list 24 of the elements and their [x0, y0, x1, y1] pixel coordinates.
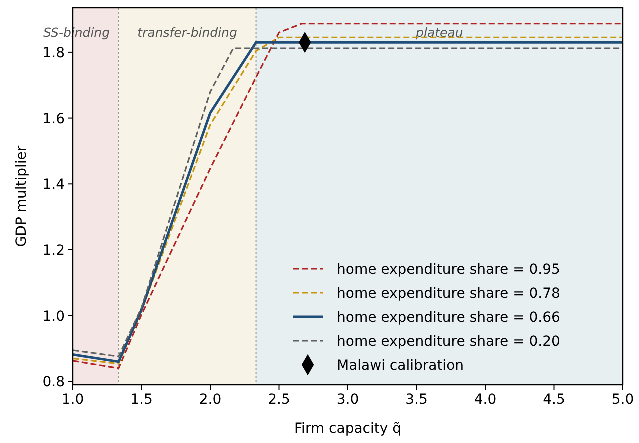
x-tick-label: 3.0 — [336, 392, 360, 408]
legend-label: Malawi calibration — [337, 358, 464, 374]
x-tick-label: 2.5 — [268, 392, 290, 408]
legend-label: home expenditure share = 0.66 — [337, 310, 561, 326]
x-axis-title: Firm capacity q̃ — [294, 421, 402, 437]
legend-label: home expenditure share = 0.20 — [337, 334, 560, 350]
y-tick-label: 1.2 — [42, 243, 65, 260]
y-tick-label: 1.6 — [42, 111, 66, 128]
y-tick-label: 1.8 — [42, 45, 65, 62]
y-tick-label: 0.8 — [42, 374, 65, 391]
y-tick-label: 1.4 — [42, 177, 66, 194]
x-tick-label: 4.5 — [543, 392, 566, 408]
band-label: transfer-binding — [138, 25, 238, 40]
x-tick-label: 3.5 — [406, 392, 428, 408]
band-label: plateau — [415, 25, 464, 40]
x-tick-label: 2.0 — [199, 392, 222, 408]
legend-label: home expenditure share = 0.78 — [337, 286, 560, 302]
x-tick-label: 1.5 — [130, 392, 153, 408]
x-tick-label: 5.0 — [612, 392, 634, 408]
y-axis-title: GDP multiplier — [14, 146, 30, 248]
x-tick-label: 1.0 — [62, 392, 84, 408]
legend-label: home expenditure share = 0.95 — [337, 262, 560, 278]
y-tick-label: 1.0 — [42, 308, 65, 325]
x-tick-label: 4.0 — [474, 392, 497, 408]
